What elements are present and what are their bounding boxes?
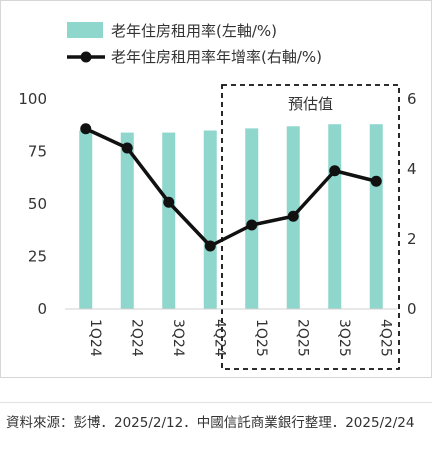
line-point-2Q25	[287, 210, 299, 222]
bar-3Q25	[328, 124, 342, 309]
y-left-tick-0: 0	[37, 300, 47, 318]
source-note: 資料來源：彭博．2025/2/12．中國信託商業銀行整理．2025/2/24	[6, 415, 415, 431]
line-point-2Q24	[121, 142, 133, 154]
x-tick-2Q25: 2Q25	[294, 319, 310, 357]
y-right-tick-6: 6	[407, 90, 417, 108]
legend-swatch-bar	[67, 22, 103, 38]
x-tick-4Q24: 4Q24	[211, 319, 227, 357]
bar-1Q25	[245, 128, 259, 309]
chart-frame: 老年住房租用率(左軸/%) 老年住房租用率年增率(右軸/%) 預估值 0 25 50 75 1…	[0, 0, 432, 378]
divider	[0, 402, 432, 403]
x-tick-4Q25: 4Q25	[377, 319, 393, 357]
legend-label-line: 老年住房租用率年增率(右軸/%)	[111, 48, 322, 66]
chart-canvas: 老年住房租用率(左軸/%) 老年住房租用率年增率(右軸/%) 預估值 0 25 50 75 1…	[18, 22, 417, 370]
y-right-tick-0: 0	[407, 300, 417, 318]
bar-3Q24	[162, 132, 176, 309]
bar-4Q25	[369, 124, 383, 309]
x-tick-2Q24: 2Q24	[128, 319, 144, 357]
x-tick-3Q24: 3Q24	[170, 319, 186, 357]
forecast-label: 預估值	[288, 95, 333, 113]
bar-4Q24	[203, 130, 217, 309]
y-left-tick-50: 50	[28, 195, 47, 213]
y-left-tick-100: 100	[18, 90, 47, 108]
legend-marker-line	[80, 51, 92, 63]
bar-2Q24	[120, 132, 134, 309]
y-right-tick-4: 4	[407, 160, 417, 178]
line-point-3Q24	[163, 196, 175, 208]
line-point-4Q24	[204, 240, 216, 252]
x-tick-1Q24: 1Q24	[87, 319, 103, 357]
line-point-1Q24	[80, 123, 92, 135]
x-tick-3Q25: 3Q25	[336, 319, 352, 357]
y-right-tick-2: 2	[407, 230, 417, 248]
legend-label-bar: 老年住房租用率(左軸/%)	[111, 22, 277, 40]
line-point-1Q25	[246, 219, 258, 231]
line-series	[85, 127, 377, 248]
line-point-4Q25	[370, 175, 382, 187]
forecast-box	[221, 84, 400, 370]
bar-1Q24	[79, 130, 93, 309]
y-left-tick-25: 25	[28, 248, 47, 266]
line-point-3Q25	[329, 165, 341, 177]
y-left-tick-75: 75	[28, 143, 47, 161]
x-tick-1Q25: 1Q25	[253, 319, 269, 357]
